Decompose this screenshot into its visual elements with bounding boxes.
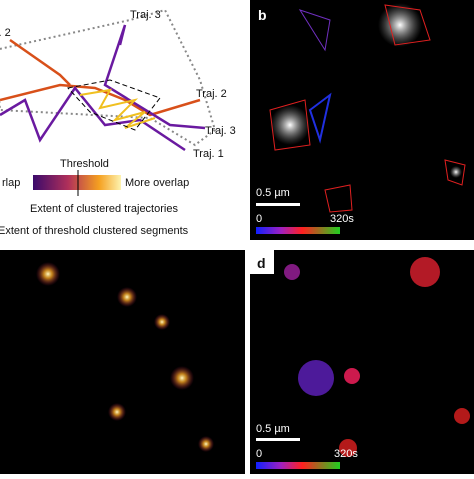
overlap-colorbar [33, 175, 121, 190]
panel-b: b 0.5 µm 0 320s [250, 0, 474, 240]
panel-d: d 0.5 µm 0 320s [250, 250, 474, 474]
overlap-segments [79, 88, 156, 129]
colorbar-min: 0 [256, 213, 262, 225]
traj [9, 38, 71, 86]
panel-letter: d [257, 255, 266, 271]
legend-text: Extent of clustered trajectories [30, 203, 178, 215]
panel-c [0, 250, 245, 474]
cluster [308, 92, 332, 144]
scale-label: 0.5 µm [256, 187, 290, 199]
blob [117, 287, 137, 307]
traj [103, 24, 206, 130]
time-colorbar [256, 462, 340, 469]
cluster [298, 9, 331, 52]
traj-label: Traj. 2 [0, 27, 11, 39]
blob [450, 166, 462, 178]
colorbar-max: 320s [330, 213, 354, 225]
blob [378, 3, 422, 47]
panel-letter: b [258, 7, 267, 23]
scale-bar [256, 203, 300, 206]
blob [108, 403, 126, 421]
legend-text: Extent of threshold clustered segments [0, 225, 189, 237]
blob [410, 257, 440, 287]
traj-label: Traj. 2 [196, 88, 227, 100]
time-colorbar [256, 227, 340, 234]
traj [0, 85, 186, 152]
blob [170, 366, 194, 390]
blob [198, 436, 214, 452]
blob [339, 439, 357, 457]
blob [454, 408, 470, 424]
colorbar-min: 0 [256, 448, 262, 460]
threshold-label: Threshold [60, 158, 109, 170]
panel-a: Traj. 3 Traj. 2 Traj. 2 Traj. 3 Traj. 1 … [0, 8, 236, 237]
cluster-extent [0, 8, 217, 147]
blob [154, 314, 170, 330]
image-bg [250, 250, 474, 474]
cluster [384, 4, 431, 46]
blob [298, 360, 334, 396]
scale-bar [256, 438, 300, 441]
cluster [324, 184, 353, 213]
blob [284, 264, 300, 280]
less-label: rlap [2, 177, 20, 189]
colorbar-max: 320s [334, 448, 358, 460]
cluster [269, 99, 311, 151]
label-bg [250, 250, 274, 274]
traj-label: Traj. 3 [130, 9, 161, 21]
threshold-extent [67, 79, 161, 131]
blob [344, 368, 360, 384]
traj-label: Traj. 3 [205, 125, 236, 137]
scale-label: 0.5 µm [256, 423, 290, 435]
traj [0, 83, 201, 117]
cluster [444, 159, 466, 186]
more-label: More overlap [125, 177, 189, 189]
blob [36, 262, 60, 286]
blob [270, 105, 310, 145]
traj-label: Traj. 1 [193, 148, 224, 160]
